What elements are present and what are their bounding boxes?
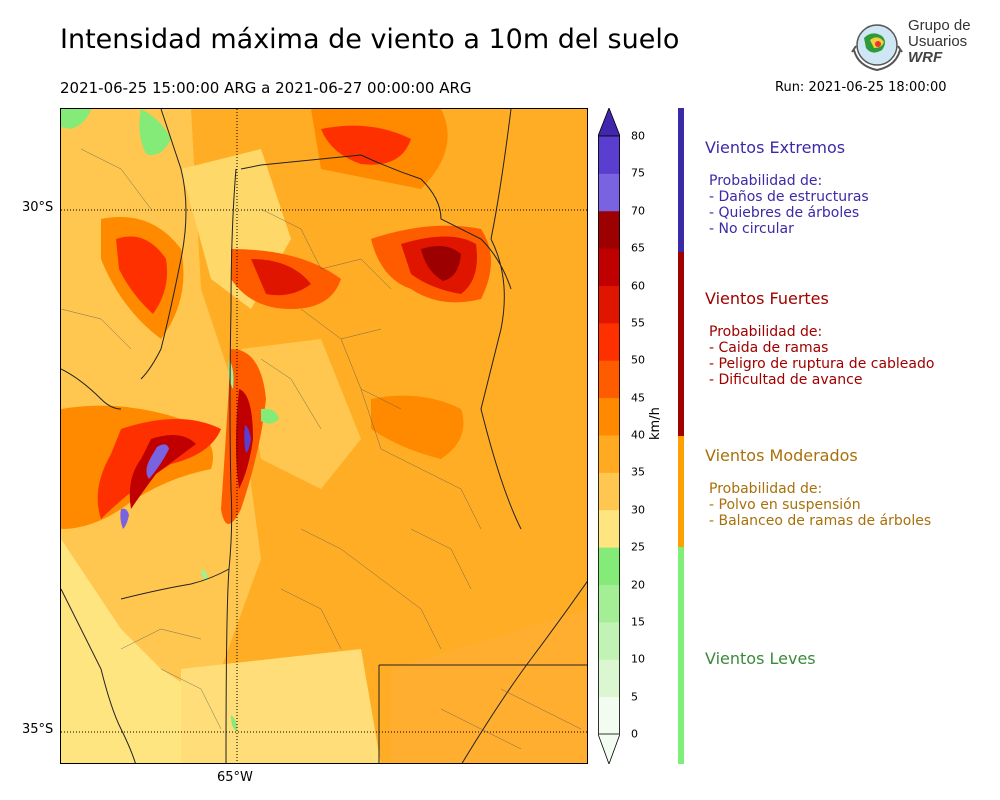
colorbar-tick-label: 10: [631, 652, 645, 666]
category-fuertes: Vientos Fuertes Probabilidad de: - Caida…: [705, 289, 934, 388]
colorbar-segment: [598, 397, 620, 436]
category-title: Vientos Extremos: [705, 138, 846, 157]
wind-zone-veryStrong-north: [321, 125, 411, 165]
colorbar-segment: [598, 248, 620, 286]
category-line: - Balanceo de ramas de árboles: [709, 513, 932, 529]
colorbar-segment: [598, 621, 620, 660]
logo-line1: Grupo de: [908, 17, 971, 34]
colorbar-segment: [598, 173, 620, 212]
wind-zone-calm-2: [61, 109, 91, 129]
colorbar-segment: [598, 584, 620, 623]
colorbar-tick-label: 25: [631, 540, 645, 554]
wind-zone-calm-6: [201, 569, 208, 581]
colorbar-tick-label: 5: [631, 690, 638, 704]
colorbar-segment: [598, 547, 620, 585]
colorbar-tick-label: 60: [631, 279, 645, 292]
colorbar-tick-label: 70: [631, 204, 645, 218]
national-border: [61, 368, 136, 763]
lon-label-65w: 65°W: [217, 770, 253, 785]
colorbar-segment: [598, 285, 620, 324]
wind-map: [60, 108, 588, 764]
colorbar-tick-label: 75: [631, 166, 645, 180]
provincial-border: [120, 109, 587, 763]
band-moderados: [678, 436, 684, 547]
globe-logo-icon: [851, 24, 903, 72]
wind-zone-calm-5: [231, 715, 237, 731]
colorbar-tick-label: 40: [631, 428, 645, 442]
category-line: - Polvo en suspensión: [709, 497, 861, 513]
category-line: Probabilidad de:: [709, 481, 823, 497]
wind-zone-moderate-se: [391, 609, 587, 763]
colorbar-segment: [598, 322, 620, 361]
colorbar-tick-label: 35: [631, 465, 645, 479]
category-line: - Quiebres de árboles: [709, 205, 860, 221]
colorbar-tick-label: 45: [631, 391, 645, 405]
wind-zone-severe-west: [129, 435, 196, 509]
colorbar-segment: [598, 210, 620, 249]
colorbar-tick-label: 30: [631, 503, 645, 517]
category-title: Vientos Fuertes: [705, 289, 829, 308]
colorbar-segment: [598, 509, 620, 548]
colorbar-segment: [598, 472, 620, 511]
colorbar: [598, 108, 620, 764]
wind-zone-extreme-3: [244, 425, 251, 453]
colorbar-tick-label: 0: [631, 727, 638, 741]
colorbar-tick-label: 65: [631, 241, 645, 255]
category-moderados: Vientos Moderados Probabilidad de: - Pol…: [705, 446, 931, 529]
wind-zone-severe-ne: [421, 245, 461, 281]
page-title: Intensidad máxima de viento a 10m del su…: [60, 24, 680, 55]
logo: Grupo de Usuarios WRF: [848, 16, 978, 74]
lat-label-35s: 35°S: [22, 722, 54, 737]
logo-line3: WRF: [908, 49, 943, 66]
colorbar-segment: [598, 136, 620, 174]
colorbar-segment: [598, 659, 620, 698]
wind-zone-extreme-2: [120, 508, 129, 529]
logo-line2: Usuarios: [908, 33, 968, 50]
lat-label-30s: 30°S: [22, 200, 54, 215]
category-line: - Caida de ramas: [709, 340, 829, 356]
colorbar-extend-max: [598, 108, 620, 137]
category-line: - Dificultad de avance: [709, 372, 863, 388]
category-extremos: Vientos Extremos Probabilidad de: - Daño…: [705, 138, 869, 237]
category-leves: Vientos Leves: [705, 649, 816, 668]
category-line: - Daños de estructuras: [709, 189, 869, 205]
colorbar-segment: [598, 360, 620, 399]
category-title: Vientos Moderados: [705, 446, 858, 465]
wind-zone-calm-3: [261, 408, 279, 424]
category-line: - No circular: [709, 221, 794, 237]
wind-zone-calm-1: [139, 109, 171, 155]
wind-zone-veryStrong-nw: [116, 236, 168, 314]
category-lines: Probabilidad de: - Daños de estructuras …: [709, 173, 869, 237]
colorbar-segment: [598, 696, 620, 735]
colorbar-tick-label: 50: [631, 353, 645, 367]
wind-zone-light-south: [181, 649, 381, 763]
category-lines: Probabilidad de: - Polvo en suspensión -…: [709, 481, 931, 529]
band-fuertes: [678, 252, 684, 436]
wind-zone-extreme-1: [146, 444, 169, 479]
category-line: Probabilidad de:: [709, 324, 823, 340]
colorbar-unit: km/h: [648, 407, 663, 440]
wind-zone-veryStrong-center: [251, 259, 311, 296]
run-time: Run: 2021-06-25 18:00:00: [775, 80, 947, 95]
wind-zone-light-center: [241, 339, 361, 489]
department-borders: [61, 148, 582, 750]
colorbar-segment: [598, 435, 620, 473]
colorbar-tick-label: 55: [631, 316, 645, 330]
forecast-period: 2021-06-25 15:00:00 ARG a 2021-06-27 00:…: [60, 79, 472, 97]
category-title: Vientos Leves: [705, 649, 816, 668]
wind-field: [61, 109, 587, 763]
colorbar-extend-min: [598, 733, 620, 764]
band-leves: [678, 547, 684, 764]
colorbar-tick-label: 15: [631, 615, 645, 629]
category-line: Probabilidad de:: [709, 173, 823, 189]
colorbar-tick-label: 20: [631, 578, 645, 591]
category-line: - Peligro de ruptura de cableado: [709, 356, 935, 372]
colorbar-tick-label: 80: [631, 129, 645, 143]
category-lines: Probabilidad de: - Caida de ramas - Peli…: [709, 324, 934, 388]
colorbar-frame: [598, 135, 620, 735]
band-extremos: [678, 108, 684, 252]
wind-zone-strong-east: [371, 395, 464, 459]
